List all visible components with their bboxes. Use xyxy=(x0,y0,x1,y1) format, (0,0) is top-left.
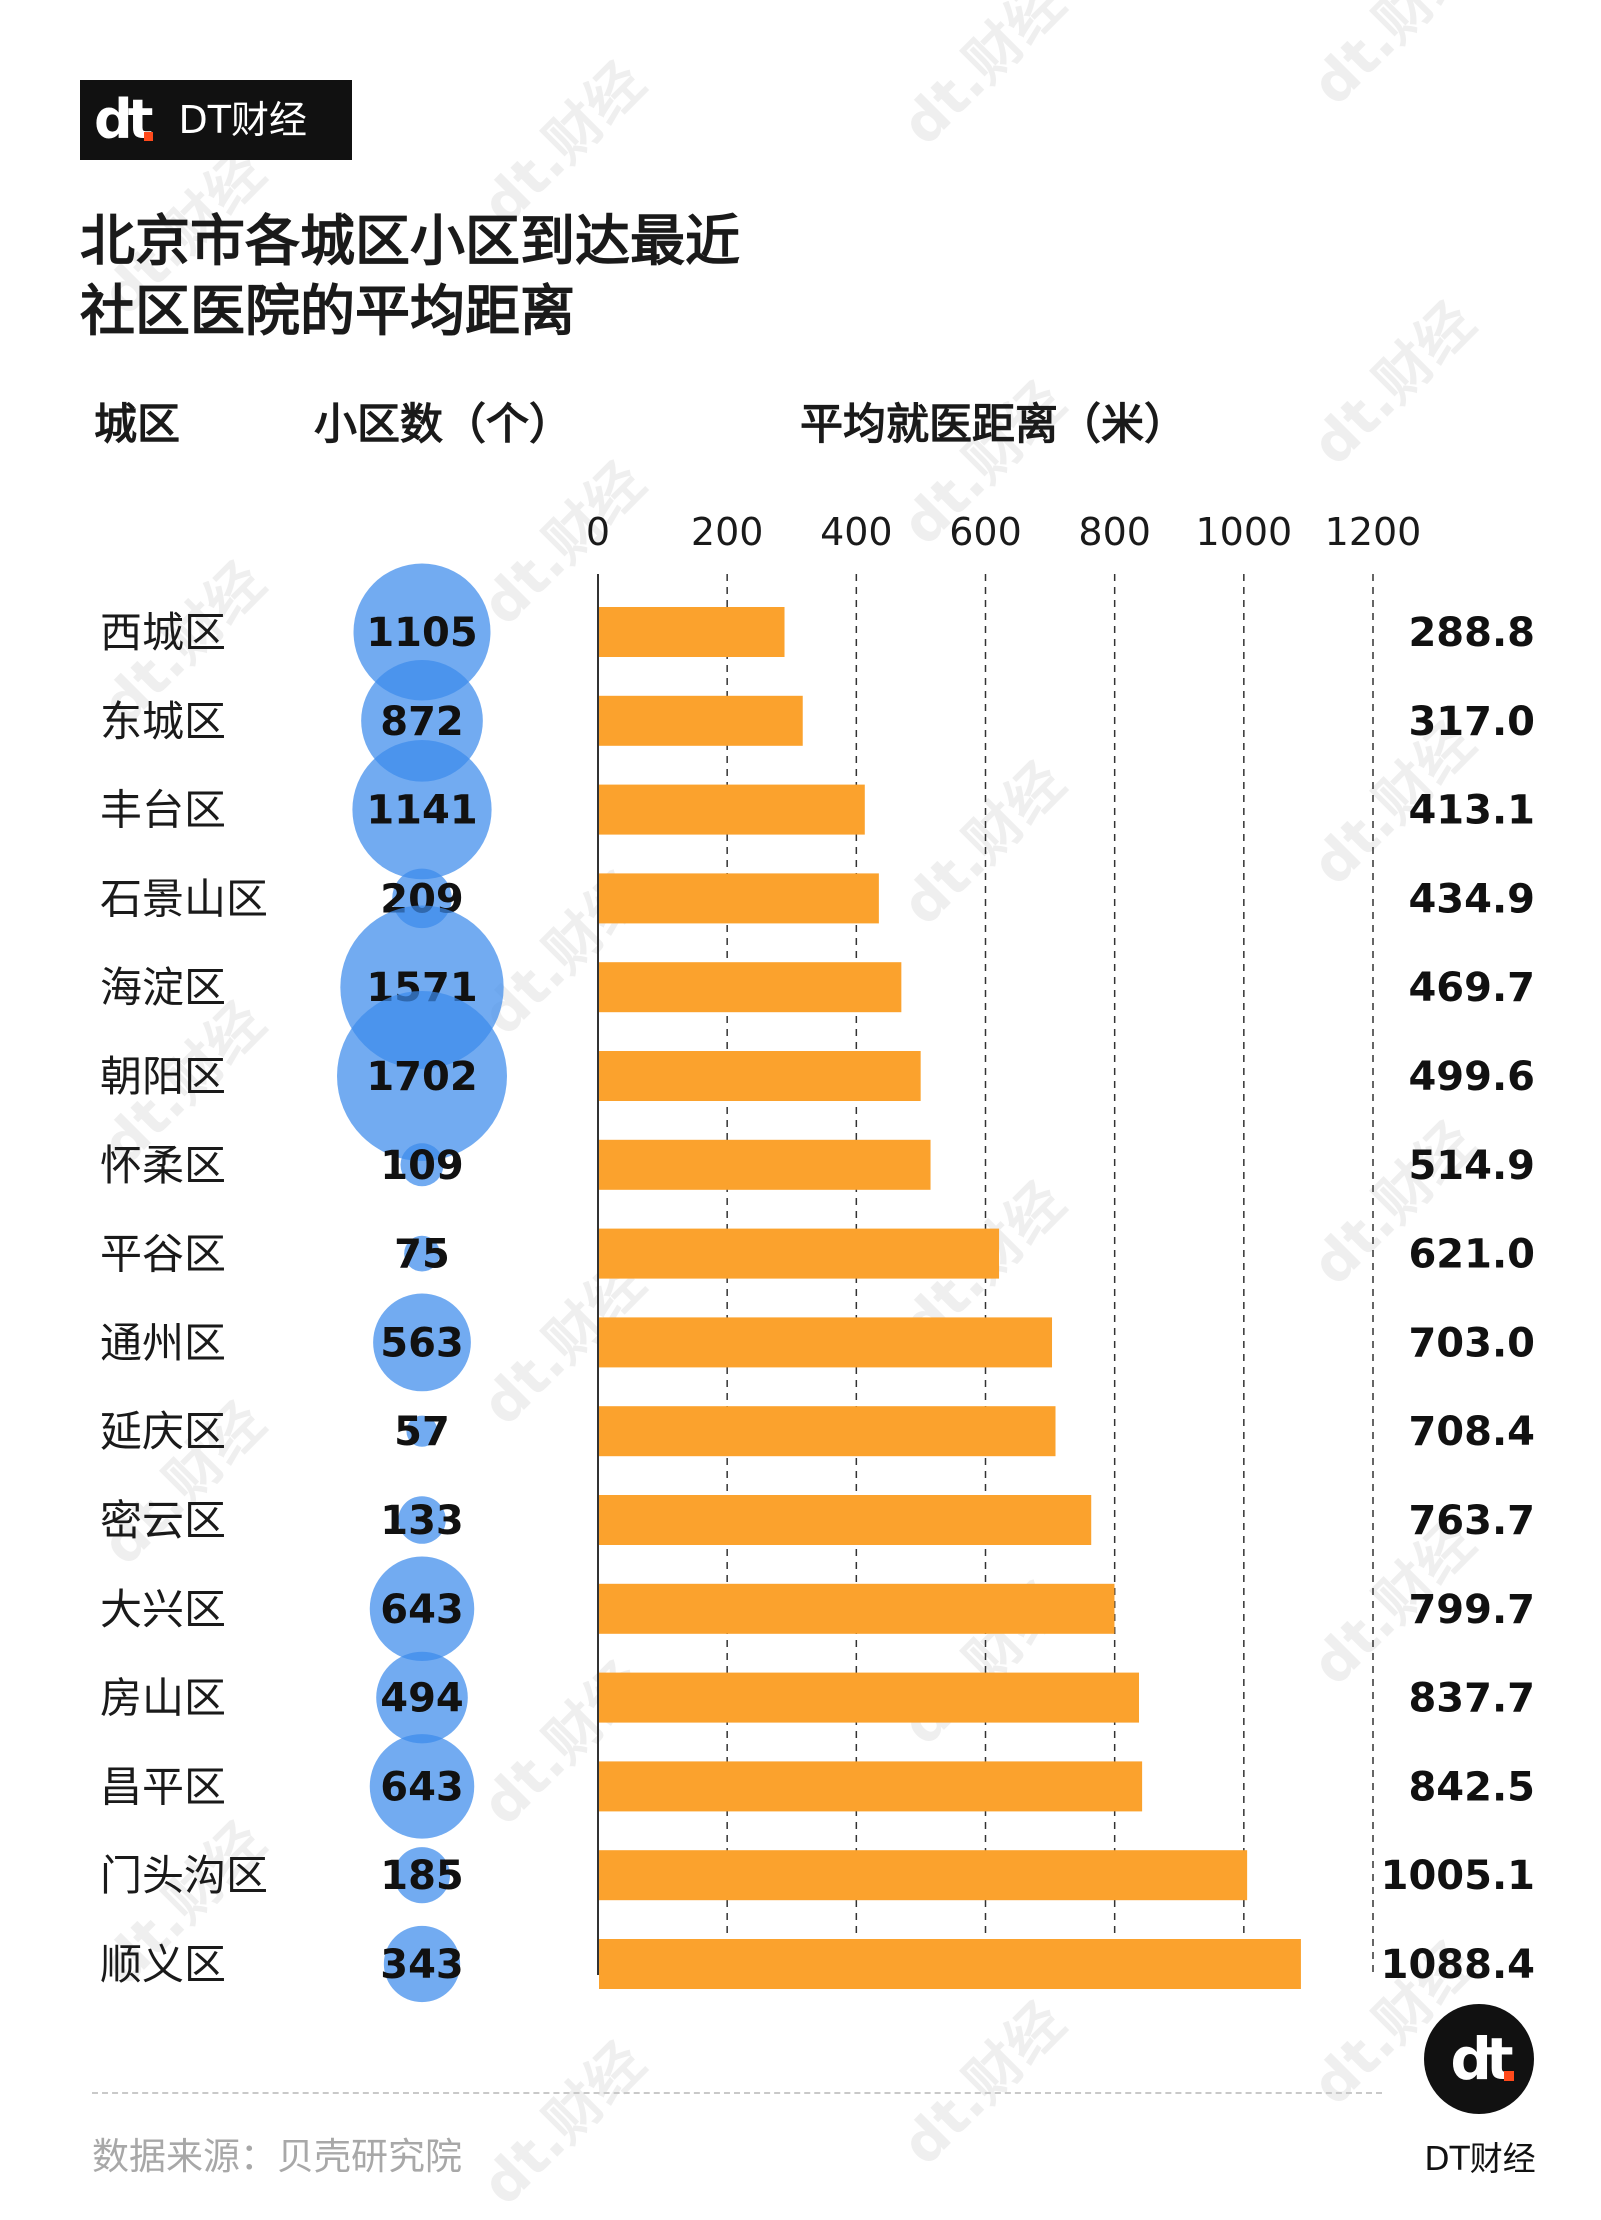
count-column-header: 小区数（个） xyxy=(314,400,572,450)
distance-bar xyxy=(599,1228,1000,1279)
distance-bar xyxy=(599,1761,1143,1812)
district-label: 延庆区 xyxy=(100,1407,226,1456)
x-tick-label: 200 xyxy=(691,510,764,554)
distance-value-label: 763.7 xyxy=(1408,1498,1535,1544)
count-label: 1105 xyxy=(366,610,477,656)
distance-bar xyxy=(599,873,879,924)
data-source: 数据来源：贝壳研究院 xyxy=(92,2135,462,2178)
distance-value-label: 413.1 xyxy=(1408,788,1535,834)
count-bubble xyxy=(393,1847,451,1904)
district-label: 昌平区 xyxy=(100,1762,226,1811)
count-bubble xyxy=(373,1293,471,1392)
distance-bar xyxy=(599,1317,1053,1368)
count-label: 185 xyxy=(380,1853,464,1899)
count-bubble xyxy=(406,1415,438,1447)
count-label: 1141 xyxy=(366,788,477,834)
district-label: 通州区 xyxy=(100,1318,226,1367)
count-bubble xyxy=(400,1143,444,1187)
distance-bar xyxy=(599,1139,931,1190)
distance-value-label: 317.0 xyxy=(1408,699,1535,745)
distance-bar xyxy=(599,1495,1092,1545)
title-line-2: 社区医院的平均距离 xyxy=(80,279,576,343)
district-label: 朝阳区 xyxy=(100,1052,226,1101)
distance-bar xyxy=(599,1583,1115,1634)
district-label: 丰台区 xyxy=(100,786,226,835)
corner-logo-icon: dt xyxy=(1424,2004,1534,2114)
count-bubble xyxy=(383,1925,461,2003)
chart-title: 北京市各城区小区到达最近 社区医院的平均距离 xyxy=(80,206,840,346)
district-label: 石景山区 xyxy=(100,874,268,923)
distance-bar xyxy=(599,962,902,1013)
x-tick-label: 1000 xyxy=(1195,510,1292,554)
district-label: 平谷区 xyxy=(100,1230,226,1279)
distance-value-label: 1088.4 xyxy=(1381,1942,1535,1988)
distance-value-label: 837.7 xyxy=(1408,1676,1535,1722)
count-label: 643 xyxy=(380,1587,464,1633)
distance-bar xyxy=(599,1051,921,1101)
dt-logo-icon: dt xyxy=(94,93,154,147)
distance-value-label: 499.6 xyxy=(1408,1054,1535,1100)
brand-logo: dt DT财经 xyxy=(80,80,352,160)
distance-bar xyxy=(599,1939,1301,1989)
title-line-1: 北京市各城区小区到达最近 xyxy=(80,209,741,273)
district-label: 西城区 xyxy=(100,608,226,657)
district-label: 大兴区 xyxy=(100,1585,226,1634)
distance-bar xyxy=(599,784,865,835)
distance-value-label: 1005.1 xyxy=(1381,1853,1535,1899)
distance-value-label: 514.9 xyxy=(1408,1143,1535,1189)
district-label: 东城区 xyxy=(100,697,226,746)
count-label: 133 xyxy=(380,1498,464,1544)
x-tick-label: 800 xyxy=(1078,510,1151,554)
distance-bar xyxy=(599,1672,1140,1723)
district-label: 怀柔区 xyxy=(100,1141,226,1190)
distance-value-label: 621.0 xyxy=(1408,1232,1535,1278)
corner-brand-name: DT财经 xyxy=(1424,2139,1536,2178)
count-bubble xyxy=(353,563,491,701)
count-label: 343 xyxy=(380,1942,464,1988)
count-bubble xyxy=(404,1235,440,1272)
brand-name: DT财经 xyxy=(178,98,307,142)
x-tick-label: 1200 xyxy=(1325,510,1422,554)
count-bubble xyxy=(369,1556,475,1662)
distance-bar xyxy=(599,1850,1248,1901)
count-label: 1702 xyxy=(366,1054,477,1100)
distance-value-label: 469.7 xyxy=(1408,965,1535,1011)
count-label: 872 xyxy=(380,699,464,745)
count-label: 109 xyxy=(380,1143,464,1189)
distance-bar xyxy=(599,1406,1056,1457)
count-bubble xyxy=(352,740,492,880)
count-label: 75 xyxy=(394,1232,450,1278)
count-label: 643 xyxy=(380,1764,464,1810)
district-label: 海淀区 xyxy=(100,963,226,1012)
x-tick-label: 600 xyxy=(949,510,1022,554)
distance-bar xyxy=(599,695,803,746)
distance-value-label: 434.9 xyxy=(1408,876,1535,922)
footer-divider xyxy=(92,2092,1382,2094)
count-bubble xyxy=(337,991,507,1161)
distance-value-label: 703.0 xyxy=(1408,1320,1535,1366)
count-bubble xyxy=(369,1734,475,1839)
district-column-header: 城区 xyxy=(94,400,180,450)
distance-column-header: 平均就医距离（米） xyxy=(800,400,1187,450)
distance-value-label: 288.8 xyxy=(1408,610,1535,656)
distance-value-label: 708.4 xyxy=(1408,1409,1535,1455)
district-label: 房山区 xyxy=(100,1674,226,1723)
count-bubble xyxy=(398,1496,446,1544)
district-label: 门头沟区 xyxy=(100,1851,268,1900)
x-tick-label: 400 xyxy=(820,510,893,554)
count-label: 494 xyxy=(380,1676,464,1722)
distance-bar xyxy=(599,607,785,657)
district-label: 顺义区 xyxy=(100,1940,226,1989)
count-label: 57 xyxy=(394,1409,450,1455)
district-label: 密云区 xyxy=(100,1496,226,1545)
x-tick-label: 0 xyxy=(586,510,610,554)
count-bubble xyxy=(376,1651,468,1744)
distance-value-label: 842.5 xyxy=(1408,1764,1535,1810)
distance-value-label: 799.7 xyxy=(1408,1587,1535,1633)
count-label: 563 xyxy=(380,1320,464,1366)
